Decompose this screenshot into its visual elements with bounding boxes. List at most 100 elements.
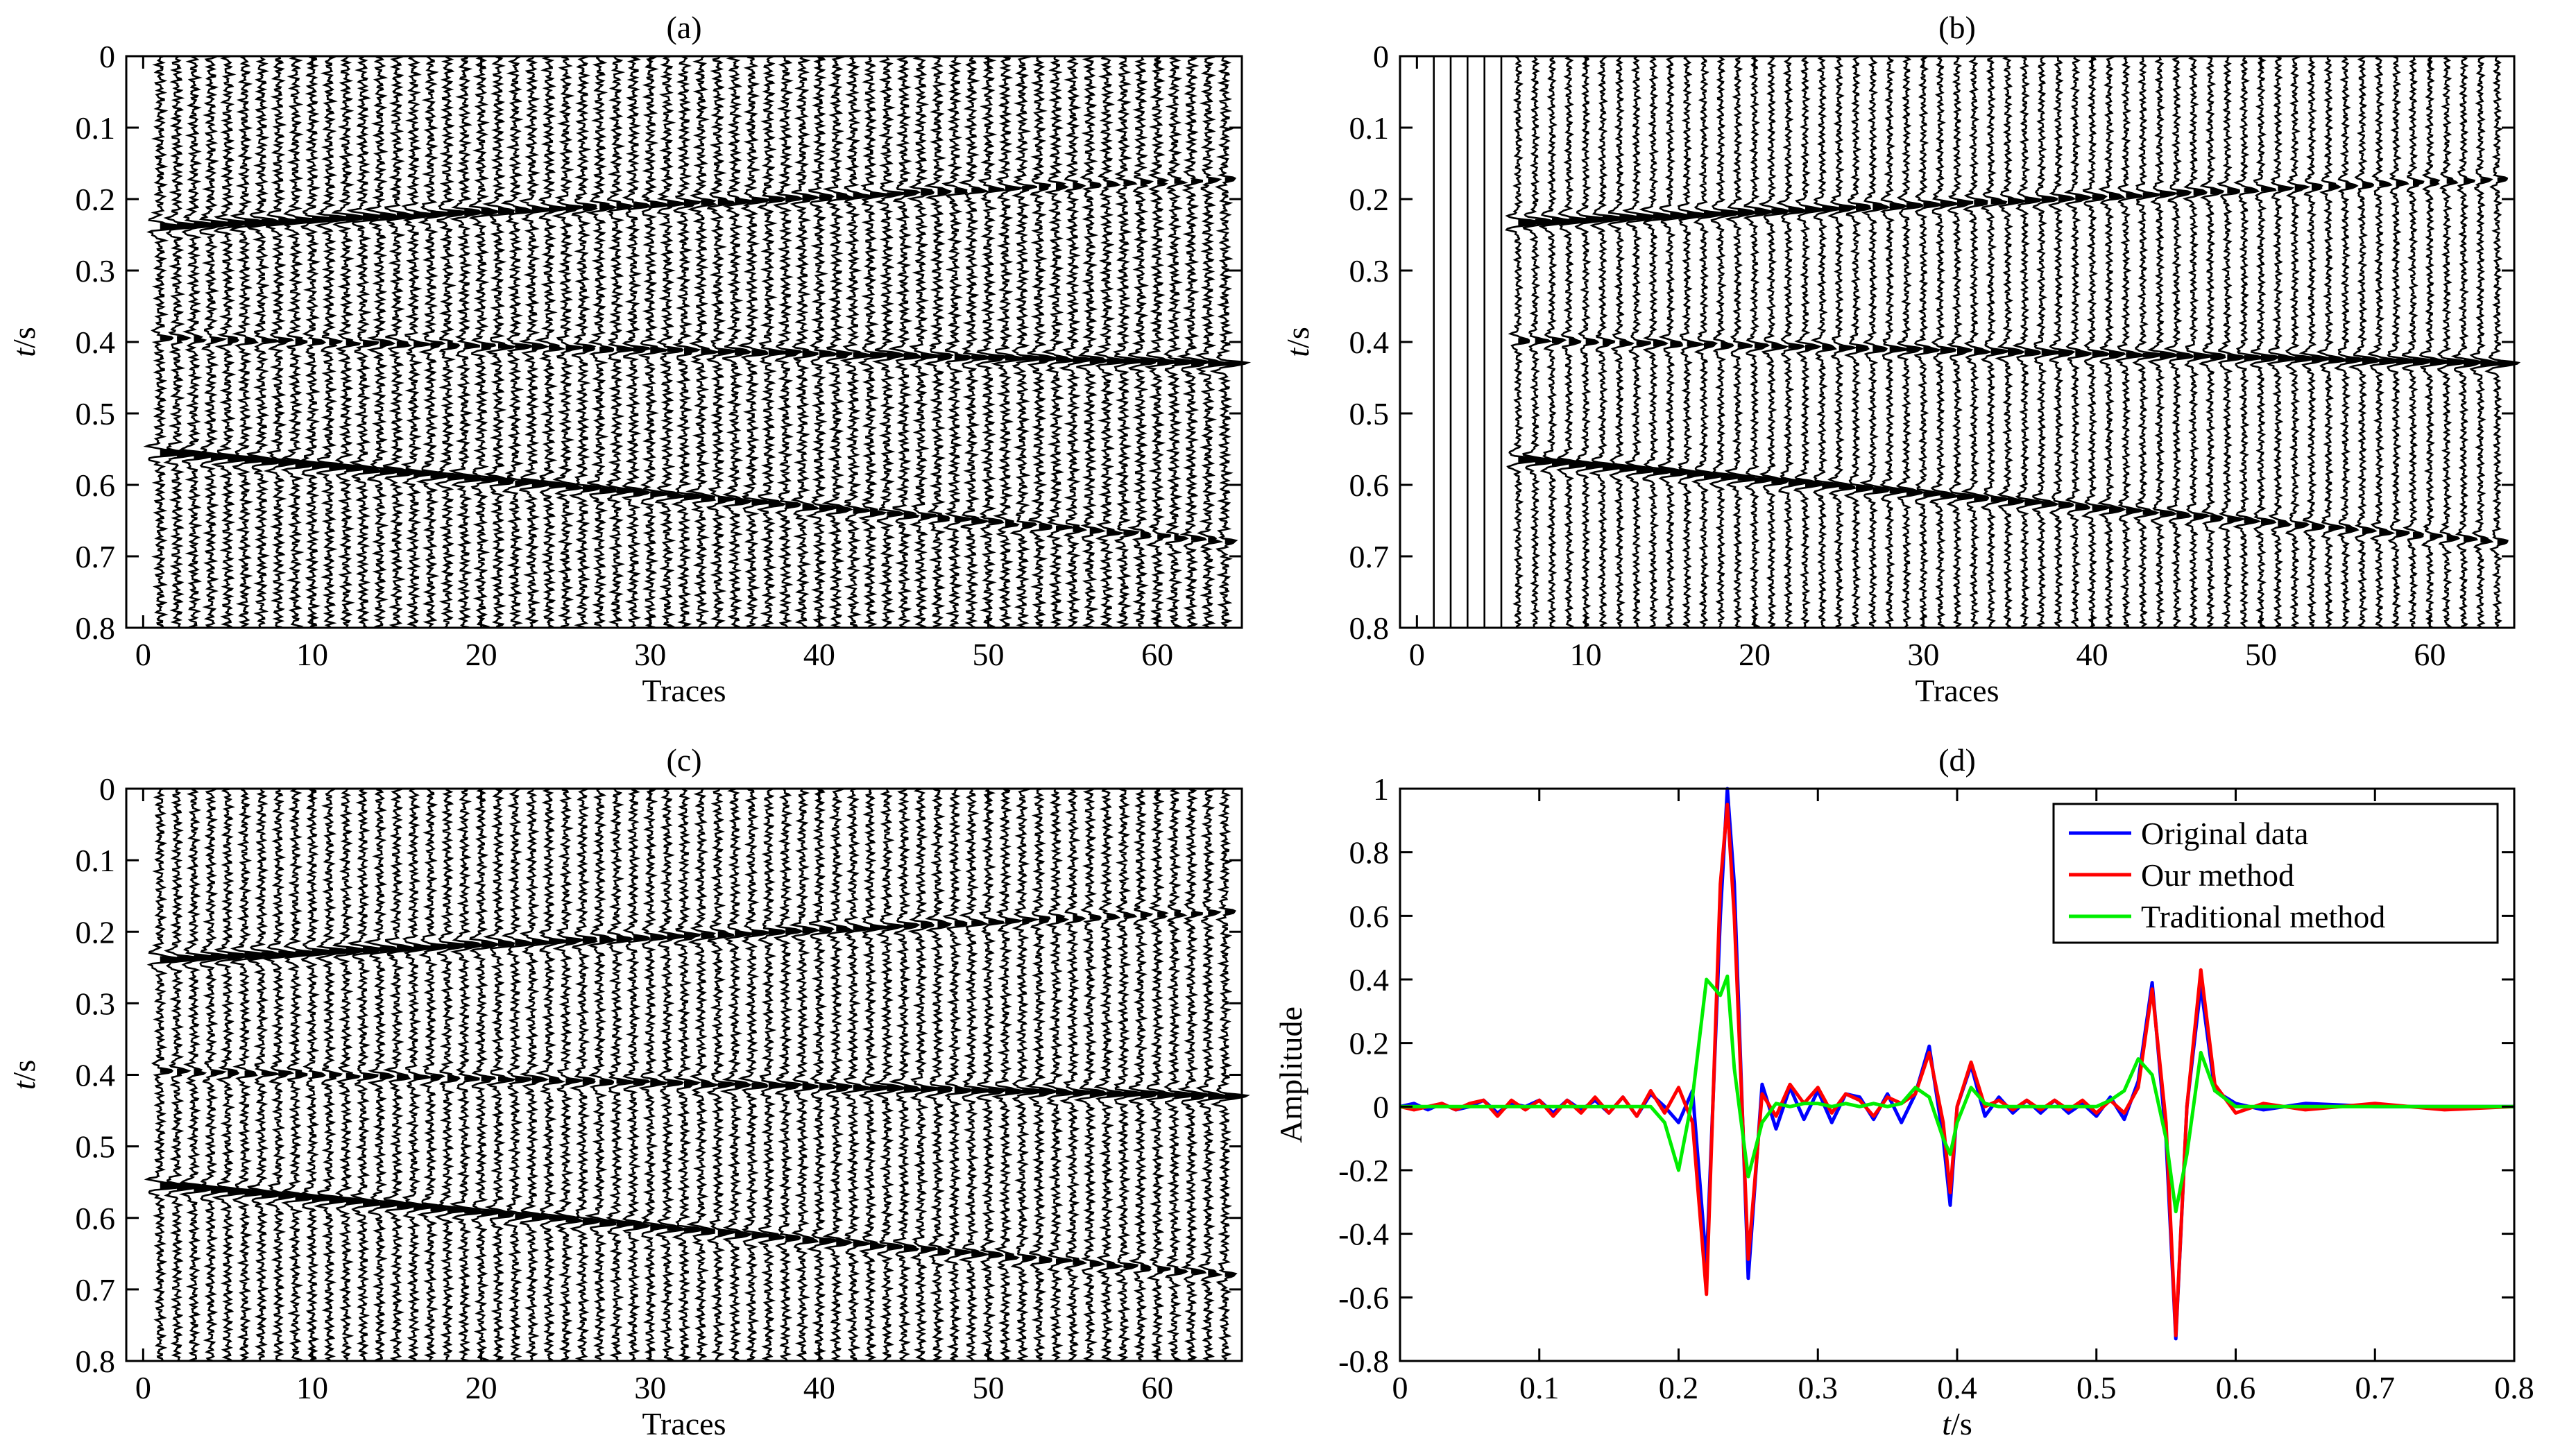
- trace-fill: [903, 794, 920, 1355]
- trace-wiggle: [1195, 787, 1230, 1362]
- line-panel: (d) 0 0.1 0.2 0.3 0.4 0.5 0.6 0.7 0.8 -0.8 -0.6 -0.4…: [1273, 742, 2534, 1441]
- trace-wiggle: [2097, 55, 2126, 628]
- trace-fill: [1838, 65, 1857, 618]
- trace-wiggle: [552, 788, 587, 1362]
- trace-fill: [363, 60, 382, 626]
- trace-wiggle: [991, 55, 1030, 628]
- trace-wiggle: [1128, 788, 1161, 1361]
- trace-wiggle: [332, 787, 370, 1361]
- y-tick-label: 0.3: [1349, 253, 1390, 289]
- y-tick-label: 0.4: [1349, 962, 1390, 997]
- trace-wiggle: [638, 787, 671, 1362]
- y-tick-label: 0.3: [76, 986, 116, 1021]
- y-axis-label: Amplitude: [1273, 1007, 1308, 1143]
- trace-wiggle: [144, 787, 185, 1362]
- trace-fill: [1687, 62, 1709, 622]
- x-tick-label: 0.7: [2355, 1370, 2396, 1405]
- trace-wiggle: [2298, 55, 2331, 628]
- x-tick-label: 10: [296, 637, 328, 672]
- panel-title: (c): [666, 742, 701, 778]
- trace-wiggle: [2387, 55, 2418, 628]
- trace-wiggle: [1073, 787, 1109, 1362]
- trace-wiggle: [957, 55, 993, 628]
- trace-wiggle: [1195, 55, 1231, 628]
- trace-fill: [870, 65, 890, 624]
- trace-fill: [498, 791, 514, 1359]
- trace-wiggle: [907, 55, 941, 628]
- x-tick-label: 0.3: [1798, 1370, 1838, 1405]
- trace-wiggle: [1827, 55, 1859, 628]
- trace-wiggle: [686, 788, 721, 1362]
- trace-fill: [2041, 63, 2061, 598]
- trace-wiggle: [2182, 55, 2216, 628]
- trace-fill: [1636, 67, 1655, 620]
- trace-fill: [244, 61, 267, 624]
- y-tick-label: 0.5: [76, 1129, 116, 1165]
- y-tick-label: 0.8: [76, 1344, 116, 1379]
- trace-wiggle: [1209, 55, 1252, 628]
- trace-fill: [210, 789, 234, 1357]
- legend-label: Original data: [2141, 816, 2308, 851]
- x-tick-label: 40: [2076, 637, 2108, 672]
- y-axis-label-unit: /s: [1280, 327, 1315, 348]
- trace-wiggle: [1210, 787, 1250, 1361]
- trace-fill: [1208, 56, 1231, 624]
- trace-wiggle: [822, 787, 855, 1362]
- trace-wiggle: [449, 787, 486, 1362]
- trace-wiggle: [468, 55, 504, 628]
- trace-wiggle: [482, 55, 516, 628]
- trace-fill: [312, 58, 338, 626]
- trace-wiggle: [143, 55, 185, 628]
- y-tick-label: 0: [99, 39, 115, 74]
- y-tick-label: 0.6: [76, 468, 116, 503]
- trace-fill: [515, 57, 536, 624]
- trace-fill: [464, 789, 483, 1351]
- trace-wiggle: [1163, 55, 1194, 628]
- trace-wiggle: [345, 55, 384, 628]
- trace-fill: [515, 789, 536, 1357]
- trace-wiggle: [1810, 55, 1844, 628]
- trace-wiggle: [2081, 55, 2113, 628]
- y-tick-label: 0.8: [1349, 610, 1390, 646]
- y-tick-label: 0.3: [76, 253, 116, 289]
- trace-wiggle: [2115, 55, 2147, 628]
- trace-wiggle: [1758, 55, 1789, 628]
- y-tick-label: 0.4: [76, 1058, 116, 1093]
- trace-fill: [1056, 60, 1075, 624]
- trace-fill: [244, 794, 267, 1357]
- trace-wiggle: [1859, 55, 1891, 628]
- trace-fill: [1225, 56, 1248, 622]
- trace-fill: [1974, 63, 1990, 624]
- trace-fill: [498, 58, 514, 626]
- trace-wiggle: [2132, 55, 2162, 628]
- trace-wiggle: [1010, 787, 1043, 1362]
- trace-wiggle: [2163, 55, 2194, 628]
- trace-wiggle: [2047, 55, 2076, 628]
- trace-wiggle: [299, 55, 338, 628]
- trace-wiggle: [416, 787, 453, 1362]
- x-tick-label: 20: [466, 637, 497, 672]
- trace-wiggle: [991, 788, 1029, 1362]
- trace-wiggle: [1009, 55, 1043, 628]
- legend-label: Our method: [2141, 857, 2294, 893]
- trace-fill: [1056, 797, 1075, 1357]
- y-tick-label: 0.8: [1349, 835, 1390, 871]
- trace-fill: [531, 56, 552, 622]
- trace-wiggle: [821, 55, 856, 628]
- trace-wiggle: [1027, 55, 1059, 628]
- trace-wiggle: [263, 55, 304, 628]
- trace-wiggle: [519, 788, 552, 1362]
- trace-wiggle: [721, 55, 756, 628]
- trace-fill: [1191, 791, 1209, 1359]
- trace-wiggle: [621, 55, 652, 628]
- trace-fill: [735, 793, 753, 1360]
- trace-fill: [937, 58, 953, 624]
- trace-wiggle: [1946, 55, 1976, 628]
- x-tick-label: 0: [1392, 1370, 1408, 1405]
- y-tick-label: 0.4: [1349, 325, 1390, 360]
- x-tick-label: 50: [973, 637, 1005, 672]
- trace-fill: [1518, 65, 1540, 620]
- trace-wiggle: [483, 787, 516, 1361]
- y-tick-label: 0.6: [76, 1201, 116, 1236]
